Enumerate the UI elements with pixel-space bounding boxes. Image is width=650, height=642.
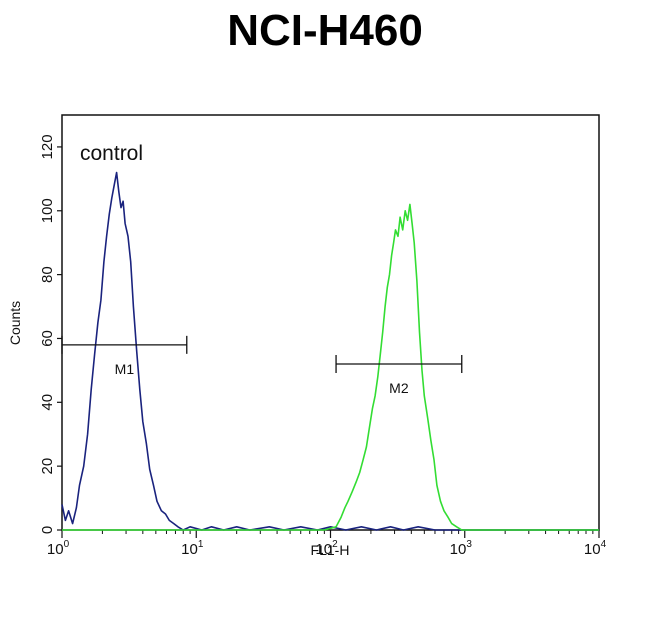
plot-frame xyxy=(61,114,600,531)
control-annotation: control xyxy=(80,142,143,165)
y-tick-label: 40 xyxy=(39,394,56,411)
x-tick-label: 104 xyxy=(584,539,607,558)
y-tick-label: 20 xyxy=(39,458,56,475)
x-tick-label: 101 xyxy=(181,539,204,558)
x-tick-label: 100 xyxy=(47,539,70,558)
x-axis: 100 101 102 103 104 xyxy=(47,530,607,558)
y-axis-label: Counts xyxy=(7,301,23,345)
y-tick-label: 120 xyxy=(39,134,56,159)
y-tick-label: 100 xyxy=(39,198,56,223)
chart-title: NCI-H460 xyxy=(227,6,423,55)
gate-marker-label: M1 xyxy=(115,361,135,377)
series-layer xyxy=(61,171,599,531)
y-tick-label: 80 xyxy=(39,266,56,283)
marker-layer: M1 M2 xyxy=(61,335,463,396)
x-tick-label: 102 xyxy=(315,539,338,558)
control-histogram-line xyxy=(61,171,599,531)
y-tick-label: 0 xyxy=(39,526,56,534)
sample-histogram-line xyxy=(62,203,599,531)
x-tick-label: 103 xyxy=(450,539,473,558)
y-tick-label: 60 xyxy=(39,330,56,347)
x-axis-label: FL1-H xyxy=(311,542,350,558)
y-axis: 0 20 40 60 80 100 120 xyxy=(39,134,62,534)
gate-marker-label: M2 xyxy=(389,380,409,396)
